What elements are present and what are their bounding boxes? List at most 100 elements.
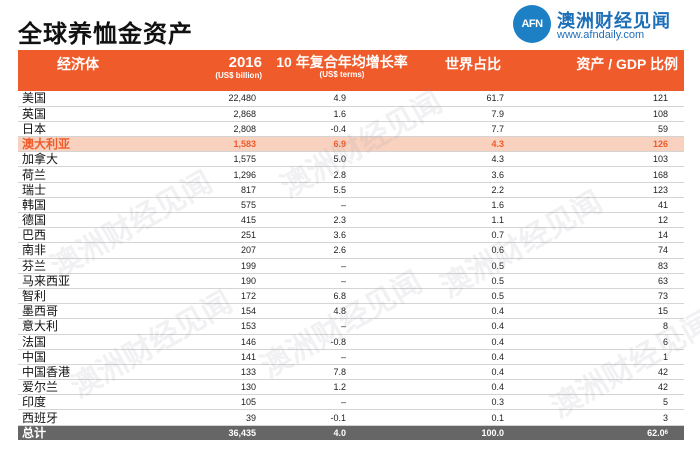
table-row: 意大利 153–0.4 8: [18, 318, 684, 335]
assets-value: 415: [138, 212, 274, 229]
assets-value: 130: [138, 379, 274, 396]
assets-value: 2,868: [138, 106, 274, 122]
gdp-ratio-value: 63: [522, 273, 684, 289]
country-name: 印度: [18, 394, 138, 411]
gdp-ratio-value: 59: [522, 121, 684, 138]
total-gdp-ratio: 62.06: [522, 425, 684, 440]
table-row: 德国 415 2.3 1.1 12: [18, 212, 684, 229]
table-row: 瑞士 817 5.5 2.2 123: [18, 182, 684, 198]
growth-value: -0.1: [274, 409, 410, 426]
gdp-ratio-value: 168: [522, 166, 684, 183]
page-title: 全球养恤金资产: [18, 21, 193, 48]
growth-value: 2.3: [274, 212, 410, 229]
table-row: 爱尔兰 130 1.2 0.4 42: [18, 379, 684, 396]
total-share: 100.0: [481, 427, 504, 438]
assets-value: 1,583: [138, 136, 274, 153]
afn-logo-icon: AFN: [513, 5, 551, 43]
gdp-ratio-value: 3: [522, 409, 684, 426]
gdp-ratio-value: 8: [522, 318, 684, 335]
share-value: 3.6: [410, 166, 522, 183]
country-name: 韩国: [18, 197, 138, 214]
country-name: 巴西: [18, 227, 138, 244]
table-row: 巴西 251 3.6 0.7 14: [18, 227, 684, 244]
gdp-ratio-value: 42: [522, 379, 684, 396]
growth-value: -0.8: [274, 334, 410, 350]
share-value: 0.4: [410, 334, 522, 350]
country-name: 美国: [18, 91, 138, 107]
table-row: 西班牙 39 -0.1 0.1 3: [18, 409, 684, 426]
table-header-row: 经济体 2016 (US$ billion) 10 年复合年均增长率 (US$ …: [18, 50, 684, 91]
assets-value: 575: [138, 197, 274, 214]
growth-value: 6.8: [274, 288, 410, 305]
country-name: 加拿大: [18, 151, 138, 168]
gdp-ratio-value: 123: [522, 182, 684, 198]
country-name: 瑞士: [18, 182, 138, 198]
country-name: 西班牙: [18, 409, 138, 426]
share-value: 2.2: [410, 182, 522, 198]
share-value: 0.4: [410, 364, 522, 381]
country-name: 芬兰: [18, 258, 138, 274]
assets-value: 141: [138, 349, 274, 365]
growth-value: 7.8: [274, 364, 410, 381]
gdp-ratio-value: 6: [522, 334, 684, 350]
table-row: 芬兰 199–0.5 83: [18, 258, 684, 274]
share-value: 0.7: [410, 227, 522, 244]
share-value: 0.5: [410, 273, 522, 289]
gdp-ratio-value: 15: [522, 303, 684, 320]
table-row: 中国 141–0.4 1: [18, 349, 684, 365]
country-name: 中国香港: [18, 364, 138, 381]
share-value: 61.7: [410, 91, 522, 107]
growth-value: –: [274, 258, 410, 274]
gdp-ratio-value: 121: [522, 91, 684, 107]
table-row: 美国 22,480 4.9 61.7 121: [18, 91, 684, 107]
assets-value: 154: [138, 303, 274, 320]
growth-value: 2.8: [274, 166, 410, 183]
growth-value: –: [274, 394, 410, 411]
gdp-ratio-value: 5: [522, 394, 684, 411]
share-value: 1.1: [410, 212, 522, 229]
share-value: 0.4: [410, 318, 522, 335]
share-value: 0.5: [410, 288, 522, 305]
table-body: 美国 22,480 4.9 61.7 121 英国 2,868 1.6 7.9 108 日本 2,80…: [18, 91, 684, 426]
table-row: 法国 146 -0.8 0.4 6: [18, 334, 684, 350]
table-row: 南非 207 2.6 0.6 74: [18, 242, 684, 259]
share-value: 7.7: [410, 121, 522, 138]
growth-value: –: [274, 349, 410, 365]
header-growth-label: 10 年复合年均增长率: [276, 54, 408, 70]
gdp-ratio-value: 73: [522, 288, 684, 305]
country-name: 德国: [18, 212, 138, 229]
logo-name: 澳洲财经见闻: [557, 11, 671, 31]
gdp-ratio-value: 1: [522, 349, 684, 365]
total-growth: 4.0: [333, 427, 346, 438]
share-value: 4.3: [410, 136, 522, 153]
gdp-ratio-value: 103: [522, 151, 684, 168]
assets-value: 1,575: [138, 151, 274, 168]
share-value: 1.6: [410, 197, 522, 214]
table-row: 马来西亚 190–0.5 63: [18, 273, 684, 289]
share-value: 0.6: [410, 242, 522, 259]
country-name: 荷兰: [18, 166, 138, 183]
header-economy: 经济体: [57, 56, 99, 72]
gdp-ratio-value: 41: [522, 197, 684, 214]
country-name: 日本: [18, 121, 138, 138]
country-name: 智利: [18, 288, 138, 305]
growth-value: 4.9: [274, 91, 410, 107]
table-row: 荷兰 1,296 2.8 3.6 168: [18, 166, 684, 183]
table-row: 加拿大 1,575 5.0 4.3 103: [18, 151, 684, 168]
gdp-ratio-value: 108: [522, 106, 684, 122]
gdp-ratio-value: 126: [522, 136, 684, 153]
gdp-ratio-value: 74: [522, 242, 684, 259]
table-row: 韩国 575–1.6 41: [18, 197, 684, 214]
table-row: 英国 2,868 1.6 7.9 108: [18, 106, 684, 122]
assets-value: 22,480: [138, 91, 274, 107]
country-name: 中国: [18, 349, 138, 365]
country-name: 意大利: [18, 318, 138, 335]
table-row: 印度 105–0.3 5: [18, 394, 684, 411]
table-row: 日本 2,808 -0.4 7.7 59: [18, 121, 684, 138]
growth-value: 5.5: [274, 182, 410, 198]
country-name: 澳大利亚: [18, 136, 138, 153]
table-total-row: 总计 36,435 4.0 100.0 62.06: [18, 425, 684, 441]
total-assets: 36,435: [228, 427, 256, 438]
header-growth-unit: (US$ terms): [319, 70, 365, 79]
country-name: 爱尔兰: [18, 379, 138, 396]
